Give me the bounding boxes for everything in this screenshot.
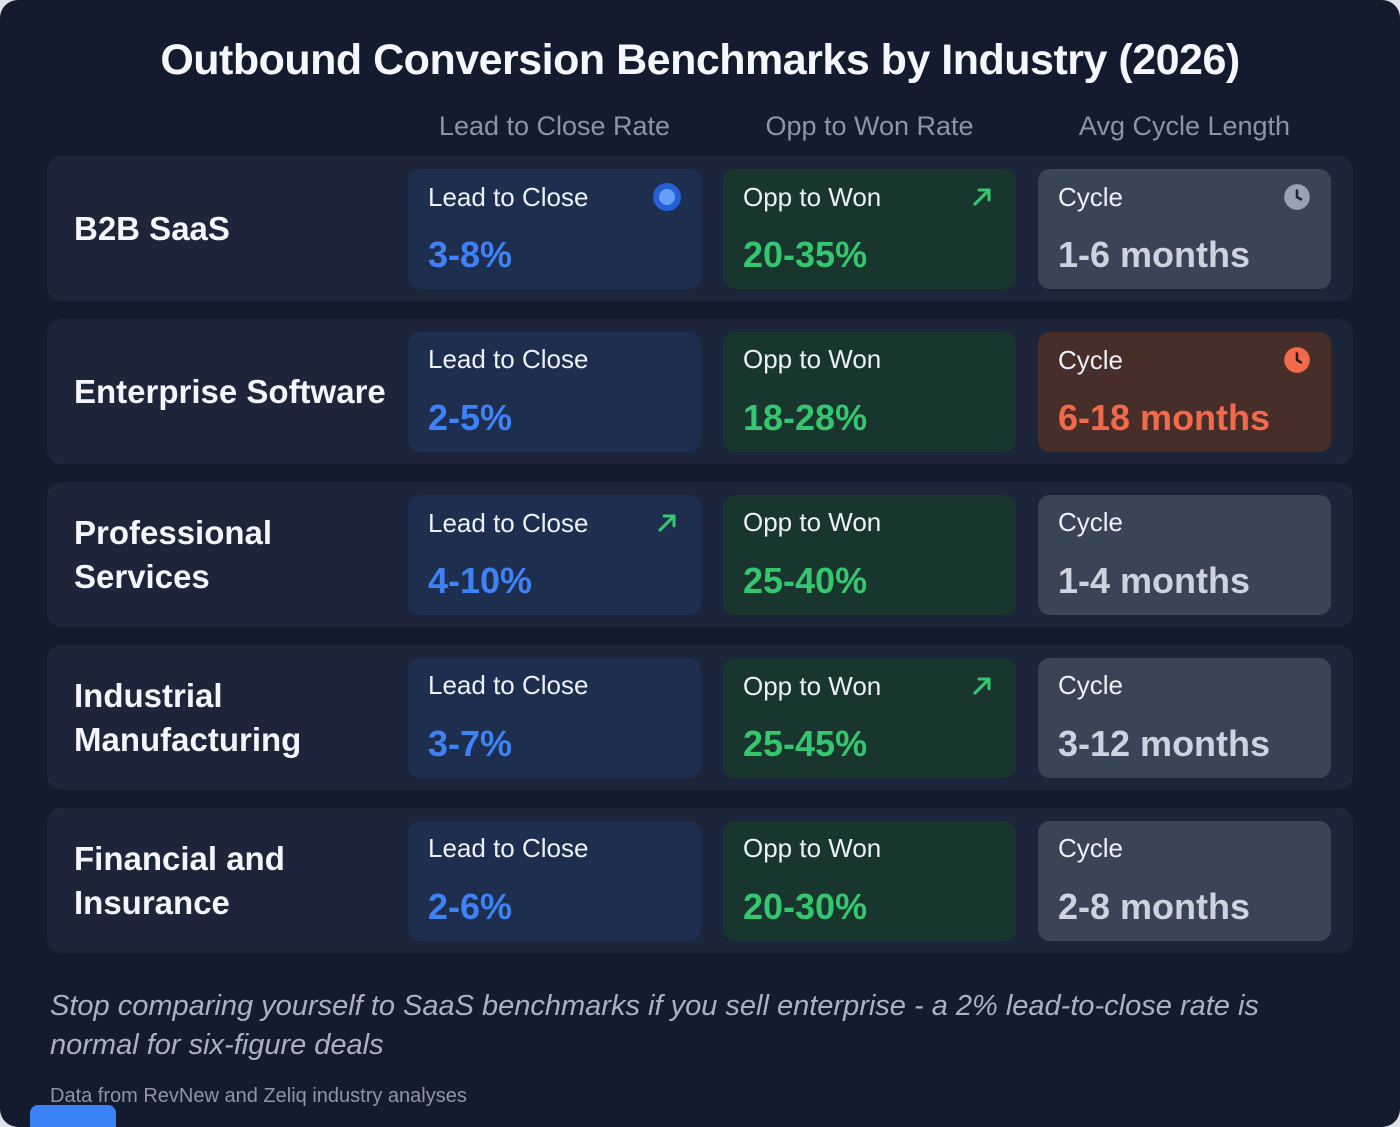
page-title: Outbound Conversion Benchmarks by Indust… bbox=[160, 36, 1240, 84]
table-row-financial-and-insurance: Financial and Insurance Lead to Close 2-… bbox=[47, 808, 1353, 953]
lead-to-close-value: 3-7% bbox=[428, 722, 513, 764]
column-header-lead-to-close: Lead to Close Rate bbox=[438, 111, 671, 141]
industry-name: Financial and Insurance bbox=[74, 839, 285, 921]
trend-up-arrow-icon bbox=[653, 509, 681, 537]
card-label: Lead to Close bbox=[428, 669, 589, 700]
lead-to-close-card: Lead to Close 2-6% bbox=[408, 820, 701, 941]
card-label: Opp to Won bbox=[743, 343, 882, 374]
column-header-opp-to-won: Opp to Won Rate bbox=[765, 111, 974, 141]
table-row-b2b-saas: B2B SaaS Lead to Close 3-8% Opp to Won 2… bbox=[47, 156, 1353, 301]
opp-to-won-card: Opp to Won 25-40% bbox=[723, 494, 1016, 615]
benchmark-rows: B2B SaaS Lead to Close 3-8% Opp to Won 2… bbox=[47, 156, 1353, 953]
card-label: Cycle bbox=[1058, 669, 1124, 700]
industry-name: Professional Services bbox=[74, 513, 273, 595]
trend-up-arrow-icon bbox=[968, 183, 996, 211]
industry-name: Industrial Manufacturing bbox=[74, 676, 302, 758]
card-label: Lead to Close bbox=[428, 507, 589, 538]
opp-to-won-card: Opp to Won 18-28% bbox=[723, 331, 1016, 452]
clock-icon bbox=[1283, 346, 1311, 374]
opp-to-won-card: Opp to Won 20-30% bbox=[723, 820, 1016, 941]
opp-to-won-card: Opp to Won 20-35% bbox=[723, 168, 1016, 289]
card-label: Lead to Close bbox=[428, 343, 589, 374]
trend-up-arrow-icon bbox=[968, 672, 996, 700]
card-label: Opp to Won bbox=[743, 670, 882, 701]
opp-to-won-card: Opp to Won 25-45% bbox=[723, 657, 1016, 778]
cycle-card-highlighted: Cycle 6-18 months bbox=[1038, 331, 1331, 452]
opp-to-won-value: 25-45% bbox=[743, 722, 868, 764]
industry-name: Enterprise Software bbox=[74, 372, 386, 410]
lead-to-close-value: 3-8% bbox=[428, 233, 513, 275]
cycle-card: Cycle 2-8 months bbox=[1038, 820, 1331, 941]
cycle-value: 3-12 months bbox=[1058, 722, 1271, 764]
opp-to-won-value: 18-28% bbox=[743, 396, 868, 438]
cycle-card: Cycle 3-12 months bbox=[1038, 657, 1331, 778]
clock-icon bbox=[1283, 183, 1311, 211]
cycle-value: 2-8 months bbox=[1058, 885, 1251, 927]
cycle-value: 1-6 months bbox=[1058, 233, 1251, 275]
lead-to-close-card: Lead to Close 4-10% bbox=[408, 494, 701, 615]
source-attribution: Data from RevNew and Zeliq industry anal… bbox=[50, 1085, 467, 1108]
blue-dot-icon bbox=[653, 182, 681, 211]
card-label: Lead to Close bbox=[428, 181, 589, 212]
card-label: Cycle bbox=[1058, 344, 1124, 375]
card-label: Cycle bbox=[1058, 832, 1124, 863]
cycle-card: Cycle 1-6 months bbox=[1038, 168, 1331, 289]
column-header-avg-cycle: Avg Cycle Length bbox=[1078, 111, 1291, 141]
cycle-card: Cycle 1-4 months bbox=[1038, 494, 1331, 615]
cycle-value: 1-4 months bbox=[1058, 559, 1251, 601]
card-label: Lead to Close bbox=[428, 832, 589, 863]
bottom-left-accent bbox=[30, 1105, 116, 1127]
table-row-industrial-manufacturing: Industrial Manufacturing Lead to Close 3… bbox=[47, 645, 1353, 790]
table-row-enterprise-software: Enterprise Software Lead to Close 2-5% O… bbox=[47, 319, 1353, 464]
card-label: Opp to Won bbox=[743, 181, 882, 212]
lead-to-close-card: Lead to Close 3-7% bbox=[408, 657, 701, 778]
card-label: Opp to Won bbox=[743, 506, 882, 537]
column-header-spacer bbox=[47, 111, 408, 142]
table-row-professional-services: Professional Services Lead to Close 4-10… bbox=[47, 482, 1353, 627]
opp-to-won-value: 20-30% bbox=[743, 885, 868, 927]
industry-name: B2B SaaS bbox=[74, 209, 230, 247]
footnote-text: Stop comparing yourself to SaaS benchmar… bbox=[50, 990, 1259, 1062]
card-label: Cycle bbox=[1058, 181, 1124, 212]
lead-to-close-value: 2-6% bbox=[428, 885, 513, 927]
lead-to-close-value: 2-5% bbox=[428, 396, 513, 438]
card-label: Opp to Won bbox=[743, 832, 882, 863]
opp-to-won-value: 20-35% bbox=[743, 233, 868, 275]
column-headers: Lead to Close Rate Opp to Won Rate Avg C… bbox=[47, 111, 1353, 142]
lead-to-close-card: Lead to Close 3-8% bbox=[408, 168, 701, 289]
lead-to-close-value: 4-10% bbox=[428, 559, 533, 601]
card-label: Cycle bbox=[1058, 506, 1124, 537]
opp-to-won-value: 25-40% bbox=[743, 559, 868, 601]
lead-to-close-card: Lead to Close 2-5% bbox=[408, 331, 701, 452]
cycle-value: 6-18 months bbox=[1058, 396, 1271, 438]
